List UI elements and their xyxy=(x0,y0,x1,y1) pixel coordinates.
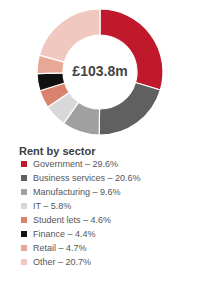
svg-text:Other – 20.7%: Other – 20.7% xyxy=(33,257,91,267)
svg-text:Finance – 4.4%: Finance – 4.4% xyxy=(33,229,96,239)
svg-text:IT – 5.8%: IT – 5.8% xyxy=(33,201,71,211)
svg-text:Retail – 4.7%: Retail – 4.7% xyxy=(33,243,87,253)
svg-text:Government – 29.6%: Government – 29.6% xyxy=(33,159,118,169)
svg-text:Student lets – 4.6%: Student lets – 4.6% xyxy=(33,215,111,225)
svg-text:Business services – 20.6%: Business services – 20.6% xyxy=(33,173,141,183)
svg-text:Rent by sector: Rent by sector xyxy=(19,145,96,157)
svg-text:Manufacturing – 9.6%: Manufacturing – 9.6% xyxy=(33,187,121,197)
svg-text:£103.8m: £103.8m xyxy=(72,63,127,79)
